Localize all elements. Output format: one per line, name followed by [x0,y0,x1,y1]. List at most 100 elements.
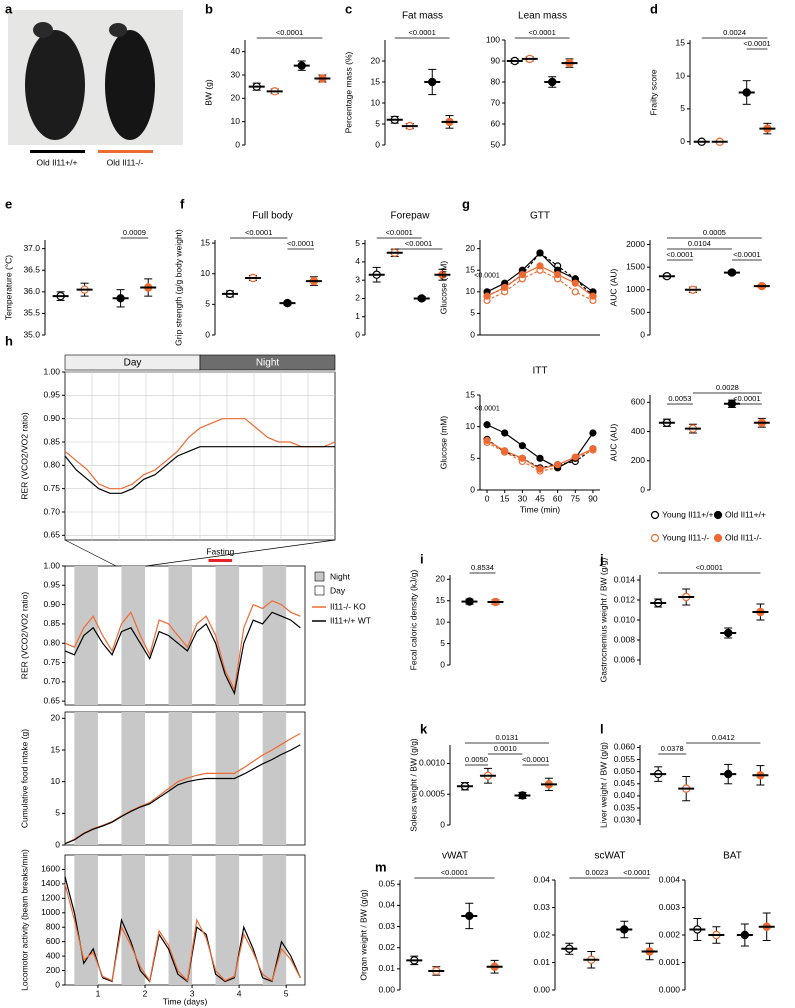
y-axis-label: Glucose (mM) [438,261,448,315]
y-tick-label: 10 [51,776,61,786]
series-line [64,600,301,692]
y-tick-label: 20 [51,713,61,723]
night-shade [168,855,193,985]
y-tick-label: 0 [355,329,360,339]
y-tick-label: 1200 [41,893,60,903]
y-axis-label: Temperature (°C) [3,255,13,320]
y-tick-label: 40 [231,46,241,56]
y-tick-label: 0.01 [378,963,395,973]
y-tick-label: 0.0010 [419,758,445,768]
y-tick-label: 0 [640,484,645,494]
y-tick-label: 0.055 [614,754,636,764]
y-tick-label: 15 [466,264,476,274]
x-tick-label: 60 [553,493,563,503]
y-tick-label: 0.0005 [419,788,445,798]
y-tick-label: 0.00 [378,984,395,994]
y-tick-label: 5 [55,808,60,818]
y-tick-label: 0 [680,136,685,146]
x-tick-label: 3 [190,988,195,998]
panel-title: Full body [252,211,293,222]
y-tick-label: 70 [491,97,501,107]
p-value: <0.0001 [245,228,272,237]
p-value: 0.0412 [712,733,735,742]
series-line [64,883,301,983]
y-tick-label: 20 [466,243,476,253]
p-value: 0.0010 [494,744,517,753]
legend-marker [713,533,723,543]
x-tick-label: 5 [284,988,289,998]
legend-day [314,585,325,596]
y-tick-label: 1000 [626,284,645,294]
night-shade [121,712,145,845]
y-tick-label: 0 [55,979,60,989]
y-tick-label: 60 [491,118,501,128]
y-tick-label: 0.060 [614,742,636,752]
y-tick-label: 0.012 [614,594,636,604]
y-tick-label: 0.70 [43,676,60,686]
y-axis-label: Frailty score [648,69,658,116]
series-line [64,446,335,494]
panel-letter: h [5,333,13,348]
x-axis-label: Time (min) [520,504,560,514]
y-tick-label: 0.02 [533,929,550,939]
legend-label: Il11+/+ WT [330,615,371,625]
p-value: 0.0104 [688,239,711,248]
y-tick-label: 0.006 [614,654,636,664]
x-tick-label: 1 [96,988,101,998]
mouse-ko [105,30,155,140]
p-value: <0.0001 [666,250,693,259]
y-tick-label: 5 [355,238,360,248]
y-axis-label: Soleus weight / BW (g/g) [408,738,418,832]
y-tick-label: 0.04 [378,900,395,910]
y-tick-label: 0.80 [43,460,60,470]
zoom-lines [64,539,336,567]
night-shade [168,566,193,705]
panel-letter: m [375,859,387,874]
y-axis-label: Gastrocnemius weight / BW (g/g) [598,557,608,682]
x-tick-label: 0 [485,493,490,503]
series-line [64,611,301,696]
night-shade [74,566,98,705]
y-tick-label: 0.003 [659,902,681,912]
y-tick-label: 600 [46,936,60,946]
y-tick-label: 10 [231,116,241,126]
series-point [571,288,579,296]
y-tick-label: 1600 [41,864,60,874]
panel-title: Forepaw [391,211,431,222]
panel-letter: k [420,721,428,736]
y-tick-label: 0.65 [43,530,60,540]
series-point [571,453,579,461]
y-tick-label: 37.0 [23,243,40,253]
series-point [589,429,597,437]
p-value: <0.0001 [405,239,432,248]
x-tick-label: 30 [518,493,528,503]
band-label: Day [124,358,142,369]
y-tick-label: 0 [375,139,380,149]
y-tick-label: 10 [371,97,381,107]
p-value: <0.0001 [386,228,413,237]
p-value: <0.0001 [441,868,468,877]
legend-label: Day [330,585,346,595]
y-axis-label: Cumulative food intake (g) [19,729,29,828]
y-tick-label: 1400 [41,878,60,888]
underline-ko [98,150,153,153]
night-band [199,354,336,371]
y-tick-label: 4 [355,256,360,266]
series-point [501,447,509,455]
p-value: 0.0050 [465,755,488,764]
legend-label: Young Il11+/+ [662,509,714,519]
y-tick-label: 30 [231,69,241,79]
y-tick-label: 0.001 [659,957,681,967]
p-value: 0.0023 [585,868,608,877]
y-axis-label: Glucose (mM) [438,416,448,470]
night-shade [262,712,287,845]
y-tick-label: 10 [201,268,211,278]
x-tick-label: 45 [535,493,545,503]
y-tick-label: 0.90 [43,413,60,423]
x-tick-label: 90 [588,493,598,503]
y-tick-label: 5 [205,299,210,309]
annotation: <0.0001 [474,273,500,280]
p-value: <0.0001 [623,868,650,877]
p-value: 0.0009 [123,228,146,237]
series-point [554,270,562,279]
